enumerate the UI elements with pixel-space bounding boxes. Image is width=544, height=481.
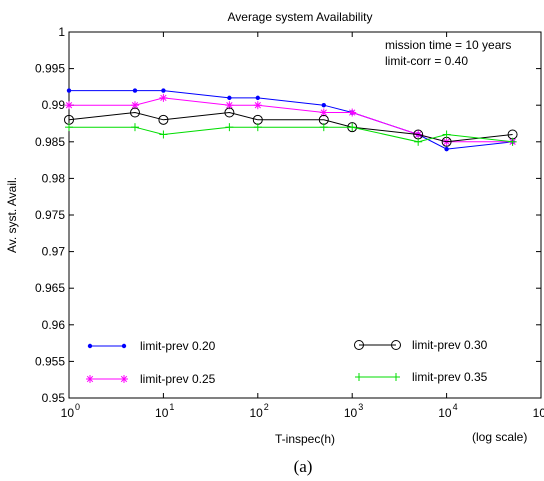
series-point: [227, 95, 232, 101]
x-axis-label: T-inspec(h): [275, 432, 335, 446]
y-tick-label: 1: [58, 25, 65, 39]
marker-stroke: [160, 94, 167, 102]
series-point: [321, 103, 326, 108]
legend-entry: limit-prev 0.25: [86, 372, 216, 386]
series-point: [130, 123, 139, 132]
series-point: [348, 108, 357, 117]
marker-stroke: [254, 102, 261, 109]
y-tick-label: 0.95: [42, 391, 66, 405]
x-tick-base: 10: [155, 406, 169, 420]
legend-label: limit-prev 0.20: [140, 339, 216, 353]
marker-stroke: [320, 109, 327, 116]
series-point: [132, 88, 138, 93]
annotation-mission-time: mission time = 10 years: [385, 38, 511, 52]
series-layer: [64, 88, 518, 152]
x-scale-note: (log scale): [472, 430, 527, 444]
series-point: [159, 130, 168, 139]
series-limit-prev-0-35: [65, 123, 517, 146]
y-tick-label: 0.995: [35, 62, 65, 76]
series-point: [391, 340, 401, 350]
x-tick-label: 105: [533, 406, 544, 420]
x-tick-base: 10: [344, 406, 358, 420]
annotations: mission time = 10 years limit-corr = 0.4…: [385, 38, 511, 68]
marker-stroke: [131, 102, 139, 109]
x-tick-base: 10: [249, 406, 263, 420]
series-point: [121, 343, 127, 349]
marker-stroke: [226, 102, 233, 109]
series-point: [442, 130, 451, 139]
annotation-limit-corr: limit-corr = 0.40: [385, 54, 468, 68]
y-tick-label: 0.985: [35, 135, 65, 149]
x-tick-label: 10 1: [155, 402, 174, 420]
legend-label: limit-prev 0.25: [140, 372, 216, 386]
legend-entry: limit-prev 0.20: [87, 339, 216, 353]
series-point: [253, 101, 262, 110]
series-point: [354, 340, 364, 350]
series-point: [161, 88, 166, 93]
marker-stroke: [349, 109, 356, 116]
series-point: [224, 107, 235, 118]
legend-entry: limit-prev 0.35: [355, 370, 488, 384]
marker-stroke: [120, 375, 128, 383]
x-tick-exponent: 4: [453, 402, 458, 412]
series-point: [65, 123, 73, 132]
figure-caption: (a): [294, 457, 313, 476]
y-tick-label: 0.965: [35, 281, 65, 295]
series-point: [392, 373, 400, 381]
series-point: [65, 101, 73, 110]
series-point: [355, 373, 363, 381]
series-point: [255, 95, 260, 101]
y-axis-label: Av. syst. Avail.: [5, 177, 19, 253]
series-point: [86, 375, 94, 383]
x-tick-exponent: 2: [264, 402, 269, 412]
series-point: [66, 88, 72, 93]
x-tick-base: 10: [61, 406, 75, 420]
series-point: [253, 123, 262, 132]
y-tick-label: 0.98: [42, 171, 66, 185]
y-tick-label: 0.955: [35, 354, 65, 368]
series-point: [129, 107, 140, 118]
x-tick-base: 10: [533, 406, 544, 420]
series-point: [319, 123, 328, 132]
series-point: [225, 123, 234, 132]
marker-stroke: [65, 102, 73, 109]
legend-entry: limit-prev 0.30: [354, 338, 488, 352]
x-tick-label: 10 0: [61, 402, 80, 420]
x-tick-label: 10 4: [438, 402, 457, 420]
series-point: [508, 137, 517, 146]
y-tick-label: 0.99: [42, 98, 66, 112]
y-tick-label: 0.97: [42, 245, 66, 259]
series-point: [87, 343, 93, 349]
y-tick-label: 0.96: [42, 318, 66, 332]
x-tick-exponent: 3: [358, 402, 363, 412]
axis-ticks: 0.95 0.955 0.96 0.965 0.97 0.975 0.98 0.985 0.99…: [35, 25, 544, 420]
x-tick-label: 10 2: [249, 402, 268, 420]
x-tick-label: 10 3: [344, 402, 363, 420]
marker-stroke: [86, 375, 94, 383]
series-point: [444, 146, 449, 152]
legend: limit-prev 0.20 limit-prev 0.25 limit-prev…: [86, 338, 488, 386]
y-tick-label: 0.975: [35, 208, 65, 222]
series-point: [348, 123, 357, 132]
series-line: [69, 90, 513, 150]
x-tick-exponent: 0: [75, 402, 80, 412]
series-point: [120, 375, 128, 383]
series-line: [69, 126, 513, 143]
legend-label: limit-prev 0.30: [412, 338, 488, 352]
x-tick-exponent: 1: [169, 402, 174, 412]
chart-title: Average system Availability: [228, 10, 373, 24]
series-point: [159, 93, 168, 102]
legend-label: limit-prev 0.35: [412, 370, 488, 384]
series-point: [414, 137, 423, 146]
series-point: [158, 114, 169, 125]
x-tick-base: 10: [438, 406, 452, 420]
